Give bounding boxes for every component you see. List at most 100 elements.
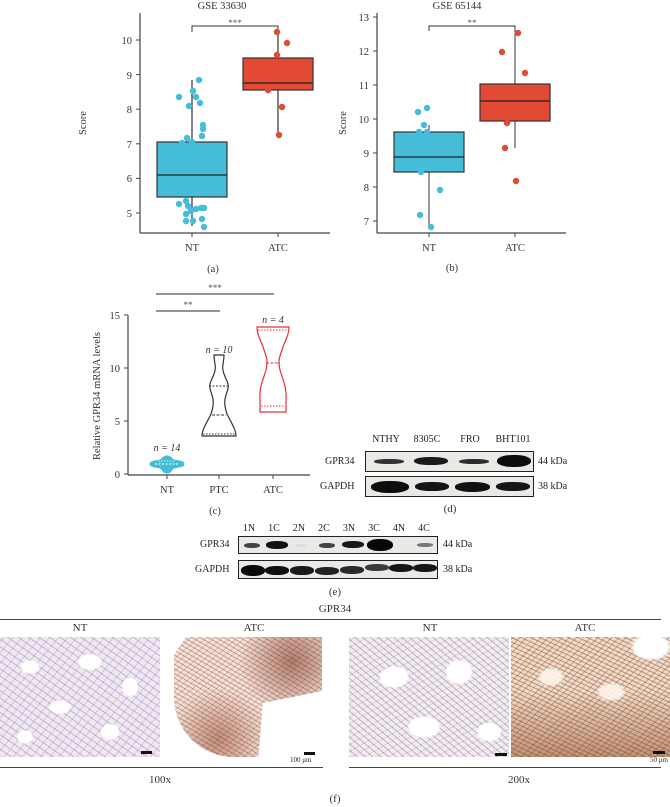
- y-tick: 10: [359, 115, 370, 126]
- y-tick: 6: [127, 174, 132, 185]
- blot-gapdh: [238, 560, 438, 579]
- y-axis-label: Score: [78, 111, 89, 135]
- significance-stars: ***: [228, 18, 242, 28]
- row-label-gpr34: GPR34: [325, 456, 355, 467]
- x-tick-nt: NT: [160, 485, 175, 496]
- panel-label-e: (e): [328, 586, 342, 598]
- y-tick: 13: [359, 13, 370, 24]
- x-tick-nt: NT: [185, 243, 200, 254]
- y-tick: 5: [127, 209, 132, 220]
- boxplot-gse65144: 7 8 9 10 11 12 13 Score GSE 65144 NT ATC…: [338, 1, 566, 274]
- x-tick-atc: ATC: [505, 243, 525, 254]
- ihc-image-200x-atc: [511, 637, 670, 757]
- row-label-gapdh: GAPDH: [195, 564, 230, 575]
- significance-stars: **: [468, 18, 478, 28]
- y-tick: 12: [359, 47, 370, 58]
- scale-bar: [653, 751, 665, 754]
- lane-label: 4N: [392, 523, 406, 534]
- scale-bar: [304, 752, 315, 755]
- image-label: NT: [422, 622, 438, 634]
- lane-label: 2N: [292, 523, 306, 534]
- significance-stars: ***: [208, 283, 222, 293]
- boxplot-gse33630: 5 6 7 8 9 10 Score GSE 33630 NT ATC *** …: [78, 1, 330, 275]
- blot-gapdh: [365, 476, 534, 497]
- panel-label-d: (d): [443, 503, 457, 515]
- row-label-gapdh: GAPDH: [320, 481, 355, 492]
- scale-bar: [495, 753, 507, 756]
- panel-label-a: (a): [207, 264, 219, 275]
- y-tick: 9: [127, 71, 132, 82]
- y-tick: 8: [127, 105, 132, 116]
- panel-label-b: (b): [446, 263, 459, 274]
- blot-gpr34: [365, 451, 534, 472]
- lane-label: 1C: [268, 523, 280, 534]
- lane-label: BHT101: [495, 434, 531, 445]
- image-label: ATC: [243, 622, 265, 634]
- chart-title: GSE 33630: [198, 1, 247, 12]
- y-tick: 7: [364, 217, 369, 228]
- lane-label: 1N: [242, 523, 256, 534]
- box-nt: [393, 131, 465, 173]
- points-nt: [414, 104, 444, 231]
- y-tick: 7: [127, 140, 132, 151]
- lane-label: 8305C: [413, 434, 441, 445]
- group-divider-200x: [349, 767, 661, 769]
- scale-bar-label: 100 μm: [290, 756, 312, 764]
- y-tick: 9: [364, 149, 369, 160]
- lane-label: 3C: [368, 523, 380, 534]
- ihc-image-200x-nt: [349, 637, 509, 757]
- y-tick: 8: [364, 183, 369, 194]
- ihc-title: GPR34: [318, 603, 352, 615]
- violin-atc: [256, 326, 290, 413]
- scale-bar: [141, 751, 152, 754]
- points-atc: [264, 28, 291, 139]
- violin-plot-gpr34: 0 5 10 15 Relative GPR34 mRNA levels NT …: [92, 283, 310, 517]
- group-divider-100x: [0, 767, 323, 769]
- significance-bracket: [428, 25, 516, 32]
- lane-label: 4C: [418, 523, 430, 534]
- panel-label-c: (c): [209, 506, 221, 517]
- n-label-atc: n = 4: [262, 315, 284, 326]
- x-tick-nt: NT: [422, 243, 437, 254]
- significance-stars: **: [184, 300, 194, 310]
- y-axis-label: Relative GPR34 mRNA levels: [92, 332, 103, 460]
- y-tick: 5: [115, 417, 120, 428]
- title-divider: [0, 619, 661, 621]
- size-marker: 44 kDa: [443, 539, 473, 550]
- blot-gpr34: [238, 536, 438, 554]
- lane-label: 3N: [342, 523, 356, 534]
- magnification-200x: 200x: [508, 774, 530, 786]
- x-tick-atc: ATC: [268, 243, 288, 254]
- size-marker: 38 kDa: [538, 481, 568, 492]
- lane-label: 2C: [318, 523, 330, 534]
- points-nt: [175, 76, 208, 231]
- y-tick: 0: [115, 470, 120, 481]
- box-nt: [156, 141, 228, 198]
- image-label: ATC: [574, 622, 596, 634]
- y-axis-label: Score: [338, 111, 349, 135]
- lane-label: NTHY: [372, 434, 400, 445]
- scale-bar-label: 50 μm: [650, 756, 668, 764]
- image-label: NT: [72, 622, 88, 634]
- y-tick: 10: [122, 36, 133, 47]
- y-tick: 11: [359, 81, 369, 92]
- x-tick-atc: ATC: [263, 485, 283, 496]
- magnification-100x: 100x: [149, 774, 171, 786]
- panel-label-f: (f): [329, 793, 341, 805]
- y-tick: 10: [110, 364, 121, 375]
- y-tick: 15: [110, 311, 121, 322]
- chart-title: GSE 65144: [433, 1, 482, 12]
- points-atc: [498, 29, 529, 185]
- x-tick-ptc: PTC: [209, 485, 228, 496]
- box-atc: [479, 83, 551, 122]
- n-label-ptc: n = 10: [206, 345, 233, 356]
- n-label-nt: n = 14: [154, 443, 181, 454]
- row-label-gpr34: GPR34: [200, 539, 230, 550]
- box-atc: [242, 57, 314, 91]
- ihc-image-100x-nt: [0, 637, 160, 757]
- violin-ptc: [201, 354, 237, 437]
- size-marker: 44 kDa: [538, 456, 568, 467]
- ihc-image-100x-atc: [174, 637, 322, 757]
- lane-label: FRO: [460, 434, 480, 445]
- size-marker: 38 kDa: [443, 564, 473, 575]
